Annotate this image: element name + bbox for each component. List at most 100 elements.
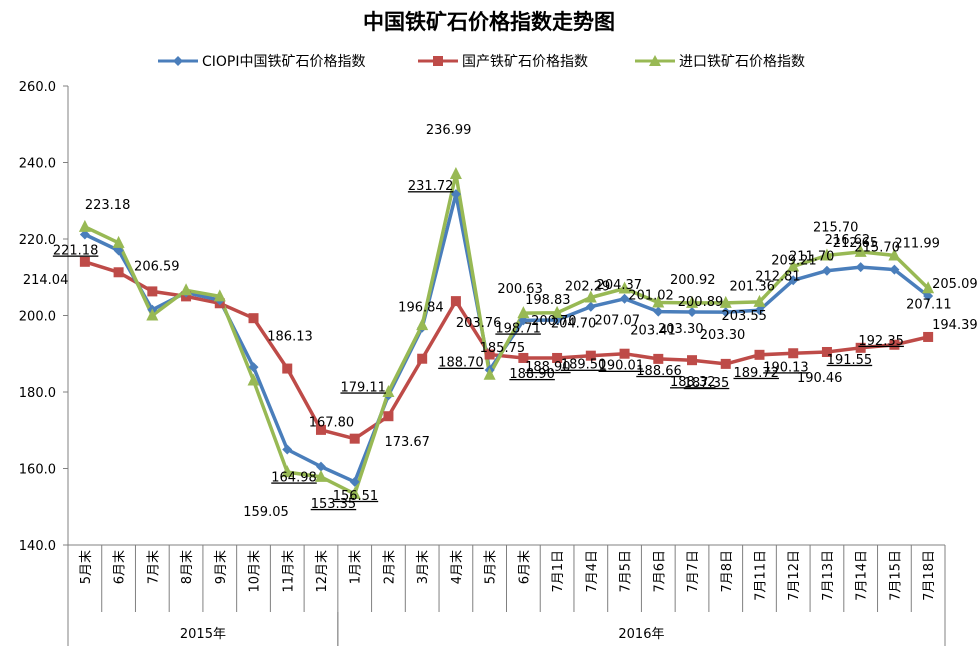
data-point-square: [754, 349, 765, 360]
data-label: 202.29: [565, 280, 611, 295]
data-point-triangle: [787, 259, 800, 272]
data-point-square: [417, 353, 428, 364]
data-point-triangle: [146, 308, 159, 321]
data-point-square: [248, 313, 259, 324]
data-label: 191.55: [827, 353, 873, 368]
data-point-square: [450, 296, 461, 307]
legend-label-domestic: 国产铁矿石价格指数: [462, 54, 588, 70]
x-tick-label: 8月末: [180, 550, 195, 584]
y-tick-label: 140.0: [19, 539, 56, 554]
data-label: 188.32: [670, 375, 716, 390]
x-tick-label: 4月末: [450, 550, 465, 584]
data-label: 189.50: [561, 358, 607, 373]
data-point-square: [147, 286, 158, 297]
x-tick-label: 3月末: [416, 550, 431, 584]
data-label: 214.04: [23, 273, 69, 288]
data-point-square: [923, 331, 934, 342]
data-point-square: [518, 352, 529, 363]
x-tick-label: 7月11日: [753, 550, 768, 601]
legend-label-ciopi: CIOPI中国铁矿石价格指数: [202, 54, 366, 70]
x-tick-label: 7月14日: [855, 550, 870, 601]
chart-title: 中国铁矿石价格指数走势图: [363, 10, 615, 34]
data-label: 207.11: [906, 297, 952, 312]
x-tick-label: 7月12日: [787, 550, 802, 601]
data-label: 206.59: [134, 259, 180, 274]
x-tick-label: 1月末: [349, 550, 364, 584]
data-label: 198.71: [495, 321, 540, 336]
data-point-diamond: [282, 444, 293, 455]
data-point-triangle: [517, 306, 530, 319]
data-point-square: [889, 339, 900, 350]
data-point-square: [315, 424, 326, 435]
data-point-triangle: [180, 283, 193, 296]
data-label: 186.13: [267, 330, 313, 345]
data-label: 203.76: [456, 316, 502, 331]
x-tick-label: 10月末: [248, 550, 263, 593]
data-point-triangle: [686, 295, 699, 308]
data-point-square: [552, 352, 563, 363]
y-tick-label: 200.0: [19, 310, 56, 325]
data-label: 207.07: [595, 313, 641, 328]
data-point-diamond: [855, 262, 866, 273]
data-label: 190.46: [797, 371, 843, 386]
year-group-label: 2016年: [618, 627, 664, 642]
data-point-square: [349, 433, 360, 444]
data-label: 231.72: [408, 179, 454, 194]
data-point-triangle: [854, 244, 867, 257]
data-point-triangle: [584, 290, 597, 303]
x-tick-label: 7月18日: [922, 550, 937, 601]
data-label: 200.92: [670, 273, 716, 288]
data-label: 203.41: [630, 323, 676, 338]
data-point-triangle: [78, 219, 91, 232]
data-point-diamond: [450, 189, 461, 200]
data-label: 205.09: [932, 277, 978, 292]
legend-item-imported: 进口铁矿石价格指数: [635, 48, 805, 74]
data-point-square: [585, 350, 596, 361]
data-point-triangle: [922, 281, 935, 294]
series-line-2: [84, 172, 930, 496]
data-label: 200.63: [497, 282, 542, 297]
data-point-square: [282, 363, 293, 374]
data-label: 187.35: [684, 376, 730, 391]
x-tick-label: 6月末: [517, 550, 532, 584]
series-line-0: [84, 192, 930, 484]
data-label: 236.99: [426, 123, 472, 138]
x-tick-label: 7月8日: [720, 550, 735, 593]
data-point-square: [113, 267, 124, 278]
data-label: 185.75: [480, 341, 526, 356]
data-point-diamond: [788, 275, 799, 286]
x-tick-label: 9月末: [214, 550, 229, 584]
data-point-triangle: [112, 235, 125, 248]
data-label: 203.30: [658, 322, 704, 337]
data-point-triangle: [449, 167, 462, 180]
y-tick-label: 260.0: [19, 80, 56, 95]
data-label: 201.02: [628, 289, 674, 304]
data-label: 153.35: [311, 497, 357, 512]
data-point-diamond: [315, 461, 326, 472]
data-point-diamond: [79, 229, 90, 240]
data-point-diamond: [653, 306, 664, 317]
legend-item-ciopi: CIOPI中国铁矿石价格指数: [158, 48, 366, 74]
data-point-diamond: [619, 293, 630, 304]
data-label: 204.70: [551, 317, 597, 332]
data-label: 223.18: [85, 198, 131, 213]
data-label: 188.66: [636, 364, 682, 379]
data-point-diamond: [720, 307, 731, 318]
legend-marker-triangle-icon: [635, 55, 675, 66]
legend: CIOPI中国铁矿石价格指数 国产铁矿石价格指数 进口铁矿石价格指数: [150, 48, 870, 74]
data-label: 203.55: [721, 309, 767, 324]
data-point-square: [720, 358, 731, 369]
data-label: 188.90: [509, 367, 554, 382]
data-label: 192.35: [858, 334, 904, 349]
data-label: 221.18: [53, 243, 99, 258]
x-tick-label: 2月末: [382, 550, 397, 584]
data-point-diamond: [687, 306, 698, 317]
data-label: 196.84: [398, 301, 444, 316]
data-label: 188.70: [438, 356, 484, 371]
data-point-diamond: [821, 265, 832, 276]
data-point-diamond: [585, 301, 596, 312]
data-label: 200.70: [531, 314, 577, 329]
y-tick-label: 180.0: [19, 386, 56, 401]
data-point-triangle: [888, 248, 901, 261]
